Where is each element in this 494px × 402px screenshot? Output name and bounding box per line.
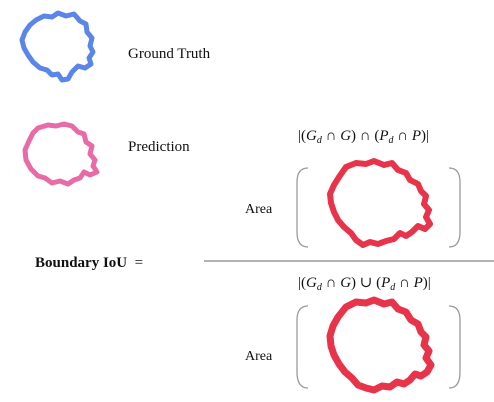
prediction-contour-icon	[22, 121, 100, 187]
numerator-right-bracket	[448, 167, 461, 248]
ground-truth-label: Ground Truth	[128, 46, 211, 62]
denominator-right-bracket	[448, 305, 461, 389]
boundary-iou-label: Boundary IoU =	[35, 255, 144, 271]
denominator-area-label: Area	[245, 349, 273, 364]
denominator-expression: |(Gd ∩ G) ∪ (Pd ∩ P)|	[298, 275, 431, 293]
denominator-left-bracket	[296, 305, 309, 389]
intersection-contour-icon	[327, 158, 433, 248]
numerator-expression: |(Gd ∩ G) ∩ (Pd ∩ P)|	[298, 128, 430, 146]
equals-sign: =	[134, 255, 144, 271]
ground-truth-contour-icon	[19, 10, 96, 83]
numerator-area-label: Area	[245, 202, 273, 217]
prediction-label: Prediction	[128, 139, 190, 155]
union-contour-icon	[326, 296, 435, 394]
numerator-left-bracket	[296, 167, 309, 248]
